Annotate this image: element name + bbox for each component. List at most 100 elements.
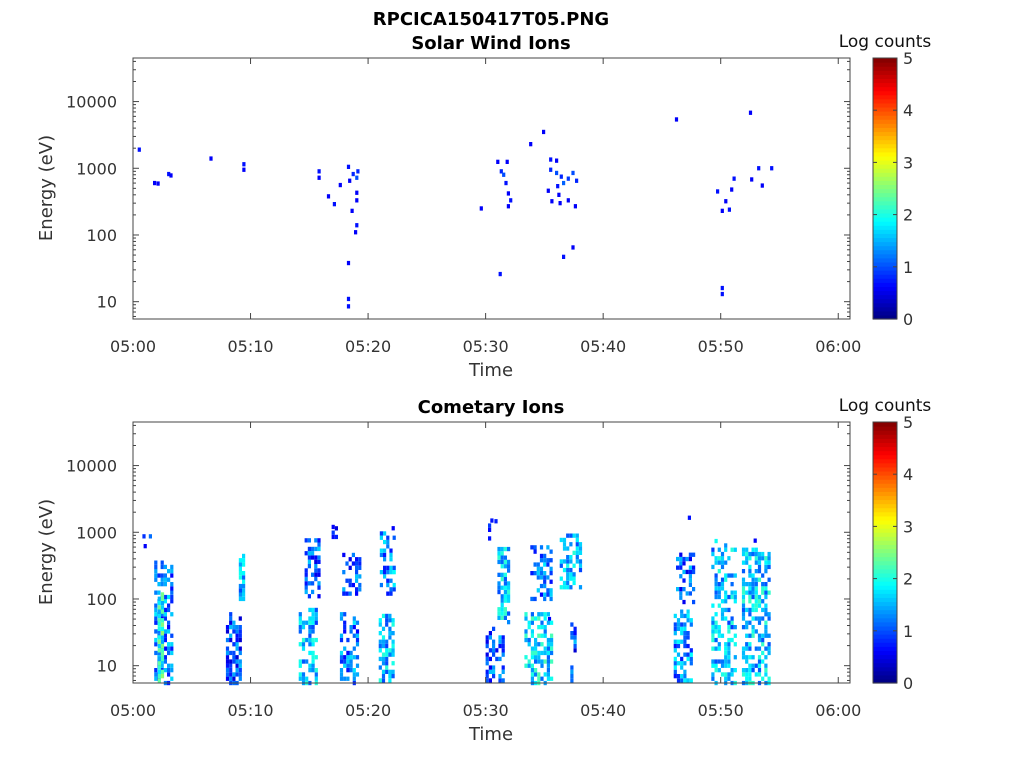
spectrogram-cell [389, 570, 393, 575]
spectrogram-cell [534, 668, 538, 673]
spectrogram-cell [556, 184, 560, 189]
spectrogram-cell [673, 656, 677, 662]
spectrogram-cell [724, 607, 728, 613]
spectrogram-cell [578, 546, 583, 551]
spectrogram-cell [761, 599, 765, 604]
spectrogram-cell [314, 676, 318, 681]
spectrogram-cell [549, 588, 553, 593]
spectrogram-cell [751, 616, 755, 621]
spectrogram-cell [242, 553, 246, 559]
spectrogram-cell [501, 648, 505, 653]
spectrogram-cell [389, 578, 393, 583]
x-tick-label: 06:00 [815, 337, 861, 356]
spectrogram-cell [238, 629, 242, 634]
spectrogram-cell [754, 616, 758, 621]
spectrogram-cell [232, 620, 236, 625]
y-axis-ticks: 10 100 1000 10000 [66, 424, 850, 681]
spectrogram-cell [507, 568, 511, 573]
spectrogram-cell [682, 556, 686, 562]
colorbar-tick-label: 2 [903, 206, 913, 225]
spectrogram-cell [392, 535, 396, 540]
spectrogram-cell [524, 629, 528, 634]
spectrogram-cell [500, 572, 504, 577]
spectrogram-cell [485, 674, 489, 679]
spectrogram-cell [559, 174, 563, 179]
spectrogram-cell [559, 576, 563, 581]
spectrogram-cell [533, 571, 537, 576]
spectrogram-cell [540, 663, 544, 668]
spectrogram-cell [717, 556, 721, 561]
spectrogram-cell [761, 590, 765, 595]
spectrogram-cell [225, 672, 230, 677]
spectrogram-cell [355, 190, 359, 195]
spectrogram-cell [730, 668, 734, 673]
spectrogram-cell [757, 577, 762, 582]
spectrogram-cell [308, 625, 312, 630]
spectrogram-cell [527, 637, 531, 643]
spectrogram-cell [566, 585, 570, 590]
spectrogram-cell [546, 558, 550, 563]
spectrogram-cell [679, 561, 683, 566]
spectrogram-cell [503, 607, 507, 612]
spectrogram-cell [383, 570, 387, 575]
spectrogram-cell [235, 629, 239, 634]
spectrogram-cell [546, 188, 550, 193]
y-tick-label: 100 [86, 590, 117, 609]
spectrogram-cell [163, 577, 167, 582]
spectrogram-cell [498, 271, 502, 277]
spectrogram-cell [352, 633, 356, 638]
spectrogram-cell [559, 559, 563, 564]
spectrogram-cell [745, 556, 749, 561]
spectrogram-cell [578, 550, 583, 555]
spectrogram-cell [748, 551, 752, 557]
spectrogram-cell [688, 574, 692, 579]
spectrogram-cell [673, 661, 677, 666]
spectrogram-cell [688, 578, 692, 583]
spectrogram-cell [543, 558, 547, 563]
spectrogram-cell [388, 626, 392, 631]
spectrogram-cell [307, 581, 311, 586]
spectrogram-cell [167, 625, 171, 630]
spectrogram-cell [358, 574, 362, 579]
spectrogram-cell [566, 580, 570, 586]
spectrogram-cell [157, 669, 161, 674]
spectrogram-cell [537, 655, 541, 660]
spectrogram-cell [546, 650, 550, 656]
spectrogram-cell [154, 573, 158, 578]
spectrogram-cell [751, 629, 755, 634]
spectrogram-cell [498, 678, 502, 683]
spectrogram-cell [167, 607, 171, 613]
spectrogram-cell [507, 559, 511, 565]
spectrogram-cell [555, 170, 559, 176]
spectrogram-cell [754, 547, 758, 552]
spectrogram-cell [537, 612, 541, 617]
spectrogram-cell [757, 564, 762, 570]
spectrogram-cell [157, 678, 161, 683]
spectrogram-cell [754, 590, 758, 595]
spectrogram-cell [534, 642, 538, 647]
spectrogram-cell [537, 633, 541, 638]
colorbar-tick-label: 2 [903, 570, 913, 589]
spectrogram-cell [346, 650, 350, 656]
spectrogram-cell [311, 555, 315, 560]
spectrogram-cell [727, 620, 731, 625]
spectrogram-cell [711, 603, 715, 608]
spectrogram-cell [381, 643, 386, 649]
spectrogram-cell [680, 626, 684, 631]
spectrogram-cell [714, 560, 718, 565]
spectrogram-cell [358, 582, 362, 588]
spectrogram-cell [546, 612, 550, 617]
spectrogram-cell [720, 208, 724, 213]
spectrogram-cell [683, 643, 687, 649]
spectrogram-cell [317, 594, 321, 599]
spectrogram-cell [352, 672, 356, 677]
spectrogram-cell [503, 564, 507, 569]
spectrogram-cell [683, 678, 687, 683]
spectrogram-cells [142, 515, 771, 686]
spectrogram-cell [157, 573, 161, 578]
spectrogram-cell [479, 206, 483, 211]
spectrogram-cell [314, 546, 318, 552]
spectrogram-cell [225, 676, 230, 681]
spectrogram-cell [307, 559, 311, 564]
colorbar-tick-label: 5 [903, 49, 913, 68]
